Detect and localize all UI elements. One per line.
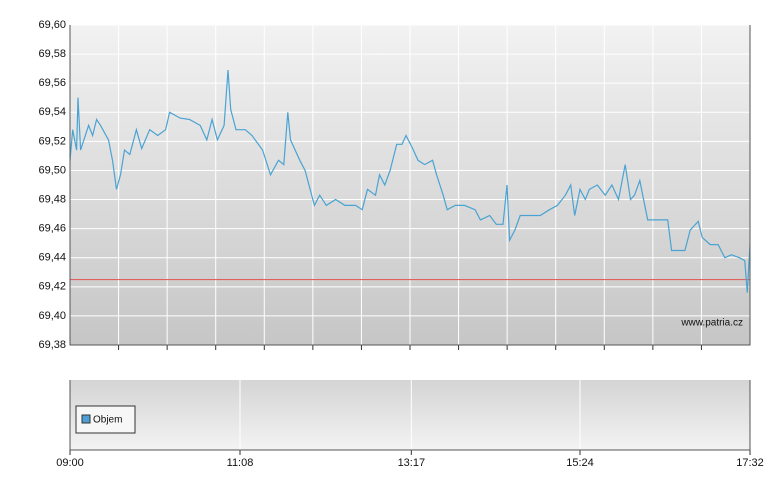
y-tick-label: 69,52 [38,135,66,147]
x-tick-label: 13:17 [398,457,426,469]
price-line [69,70,751,293]
x-tick-label: 15:24 [566,457,594,469]
y-tick-label: 69,40 [38,310,66,322]
y-tick-label: 69,58 [38,48,66,60]
x-tick-label: 09:00 [56,457,84,469]
y-tick-label: 69,54 [38,106,66,118]
legend-swatch [81,414,91,424]
y-tick-label: 69,42 [38,281,66,293]
y-tick-label: 69,56 [38,77,66,89]
y-tick-label: 69,46 [38,223,66,235]
x-tick-label: 11:08 [227,457,254,469]
y-tick-label: 69,48 [38,193,66,205]
y-tick-label: 69,60 [38,19,66,31]
legend-label: Objem [93,415,122,426]
volume-panel [70,380,750,450]
y-tick-label: 69,38 [38,339,66,351]
x-tick-label: 17:32 [736,457,764,469]
axis-line [69,380,751,451]
axis-line [69,25,751,346]
y-tick-label: 69,44 [38,252,66,264]
y-tick-label: 69,50 [38,164,66,176]
watermark: www.patria.cz [680,318,743,329]
